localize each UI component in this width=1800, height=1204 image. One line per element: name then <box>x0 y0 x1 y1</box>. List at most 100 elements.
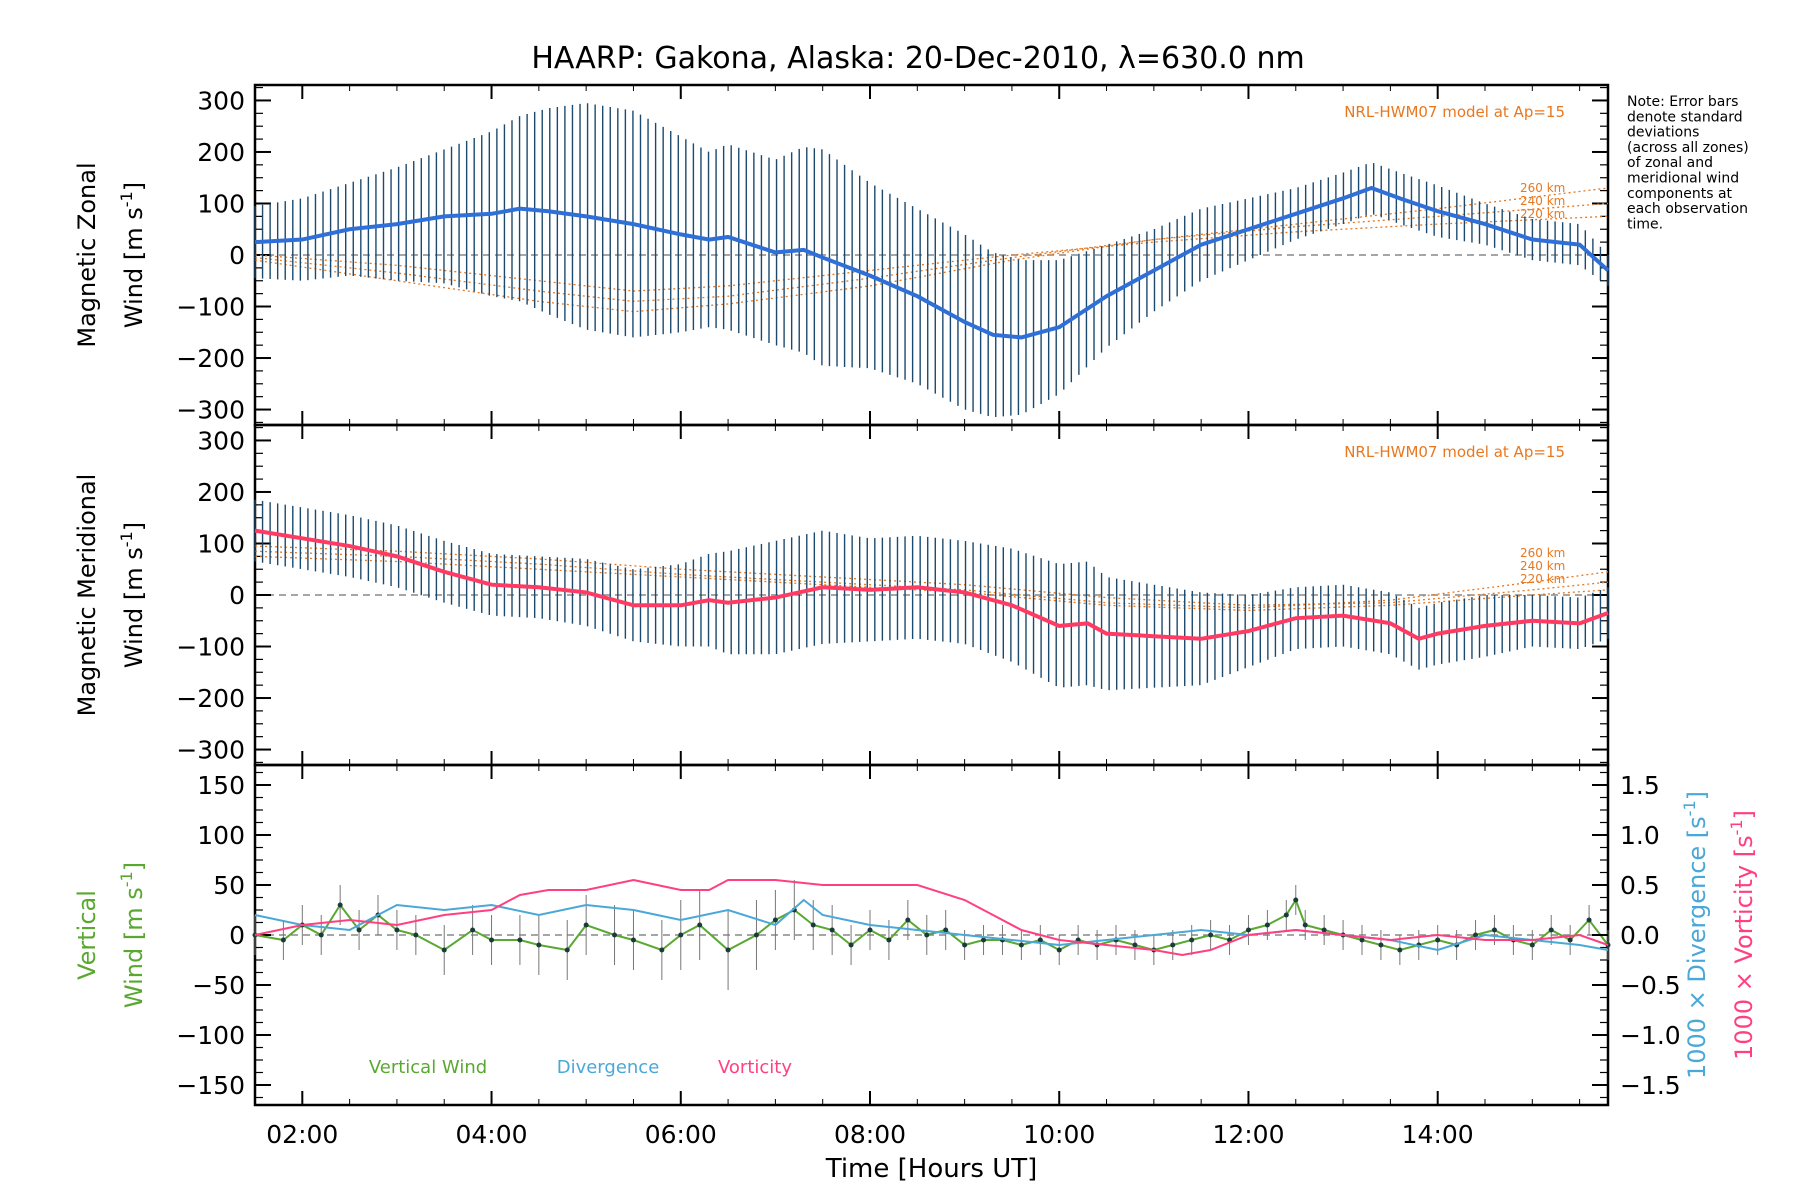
data-point <box>1293 897 1299 903</box>
y2-axis-label-vorticity-tail: ] <box>1730 810 1758 819</box>
data-point <box>1586 917 1592 923</box>
y2-tick-label: 1.0 <box>1620 821 1660 850</box>
y-tick-label: −200 <box>176 684 245 713</box>
data-point <box>924 932 930 938</box>
y2-tick-label: −1.5 <box>1620 1071 1681 1100</box>
data-point <box>1302 922 1308 928</box>
note-line: denote standard <box>1627 109 1743 125</box>
y-tick-label: 300 <box>197 426 245 455</box>
series-line-zonal <box>254 185 1610 340</box>
data-point <box>772 917 778 923</box>
y-axis-label-line2-main: Wind [m s <box>120 887 148 1008</box>
y-axis-label-line2: Wind [m s-1] <box>117 522 148 668</box>
y-tick-label: −50 <box>192 971 245 1000</box>
data-point <box>678 932 684 938</box>
y-axis-label-line2: Wind [m s-1] <box>117 182 148 328</box>
y2-tick-label: 0.0 <box>1620 921 1660 950</box>
x-tick-label: 02:00 <box>266 1120 338 1149</box>
y-tick-label: −300 <box>176 396 245 425</box>
y2-tick-label: 1.5 <box>1620 771 1660 800</box>
y-axis-label-line2-main: Wind [m s <box>120 207 148 328</box>
legend-item-vertical-wind: Vertical Wind <box>369 1057 487 1078</box>
note-line: (across all zones) <box>1627 140 1749 156</box>
data-point <box>1397 947 1403 953</box>
x-tick-label: 10:00 <box>1023 1120 1095 1149</box>
chart-title: HAARP: Gakona, Alaska: 20-Dec-2010, λ=63… <box>531 41 1304 76</box>
y-tick-label: −100 <box>176 633 245 662</box>
y2-axis-label-vorticity-superscript: -1 <box>1727 819 1746 835</box>
data-point <box>517 937 523 943</box>
y-axis-label-line2-superscript: -1 <box>117 531 136 547</box>
model-height-label: 260 km <box>1520 546 1565 560</box>
data-point <box>1548 927 1554 933</box>
note-line: each observation <box>1627 201 1748 217</box>
y-axis-label-line2-tail: ] <box>120 862 148 871</box>
model-curve <box>254 545 1609 606</box>
y-tick-label: −100 <box>176 293 245 322</box>
y-tick-label: 0 <box>229 921 245 950</box>
y2-tick-label: −0.5 <box>1620 971 1681 1000</box>
y2-tick-label: −1.0 <box>1620 1021 1681 1050</box>
y-tick-label: 50 <box>213 871 245 900</box>
data-point <box>1056 947 1062 953</box>
y-tick-label: 150 <box>197 771 245 800</box>
note-line: of zonal and <box>1627 155 1713 171</box>
data-point <box>1170 942 1176 948</box>
panel-zonal: 300 200 100 0 −100 −200 −300 Magnetic Zonal Wind… <box>73 83 1610 427</box>
y2-axis-label-vorticity-main: 1000 × Vorticity [s <box>1730 835 1758 1060</box>
y-axis-label-line1: Magnetic Meridional <box>73 474 101 717</box>
data-point <box>356 927 362 933</box>
data-point <box>943 927 949 933</box>
y2-axis-label-divergence: 1000 × Divergence [s-1] <box>1680 791 1711 1079</box>
data-point <box>1473 932 1479 938</box>
y2-axis-label-divergence-tail: ] <box>1683 791 1711 800</box>
y-tick-label: 200 <box>197 478 245 507</box>
y-tick-label: 300 <box>197 86 245 115</box>
y-axis-label-line2-superscript: -1 <box>117 871 136 887</box>
legend-item-divergence: Divergence <box>557 1057 660 1078</box>
data-point <box>394 927 400 933</box>
x-tick-label: 08:00 <box>834 1120 906 1149</box>
data-point <box>810 922 816 928</box>
data-point <box>1208 932 1214 938</box>
data-point <box>318 932 324 938</box>
model-height-label: 260 km <box>1520 181 1565 195</box>
data-point <box>536 942 542 948</box>
y-tick-label: −100 <box>176 1021 245 1050</box>
panel-meridional: 300 200 100 0 −100 −200 −300 Magnetic Meridiona… <box>73 423 1610 767</box>
data-point <box>1491 927 1497 933</box>
model-label: NRL-HWM07 model at Ap=15 <box>1344 103 1565 121</box>
data-point <box>630 937 636 943</box>
data-point <box>564 947 570 953</box>
data-point <box>725 947 731 953</box>
y2-axis-label-divergence-superscript: -1 <box>1680 800 1699 816</box>
data-point <box>1378 942 1384 948</box>
series-line-meridional <box>254 528 1609 641</box>
y-axis-label-line2: Wind [m s-1] <box>117 862 148 1008</box>
y-tick-label: 100 <box>197 529 245 558</box>
data-point <box>1132 942 1138 948</box>
x-axis-label: Time [Hours UT] <box>825 1154 1038 1184</box>
model-curve <box>254 550 1609 609</box>
x-tick-label: 12:00 <box>1212 1120 1284 1149</box>
data-point <box>962 942 968 948</box>
data-point <box>583 922 589 928</box>
y2-axis-label-vorticity: 1000 × Vorticity [s-1] <box>1727 810 1758 1060</box>
data-point <box>1037 937 1043 943</box>
model-height-label: 240 km <box>1520 194 1565 208</box>
data-point <box>848 942 854 948</box>
model-curve <box>254 555 1609 612</box>
data-point <box>1283 912 1289 918</box>
data-point <box>1435 937 1441 943</box>
data-point <box>413 932 419 938</box>
x-tick-label: 14:00 <box>1402 1120 1474 1149</box>
data-point <box>659 947 665 953</box>
model-label: NRL-HWM07 model at Ap=15 <box>1344 443 1565 461</box>
data-point <box>1321 927 1327 933</box>
model-height-label: 220 km <box>1520 572 1565 586</box>
y-tick-label: −150 <box>176 1071 245 1100</box>
